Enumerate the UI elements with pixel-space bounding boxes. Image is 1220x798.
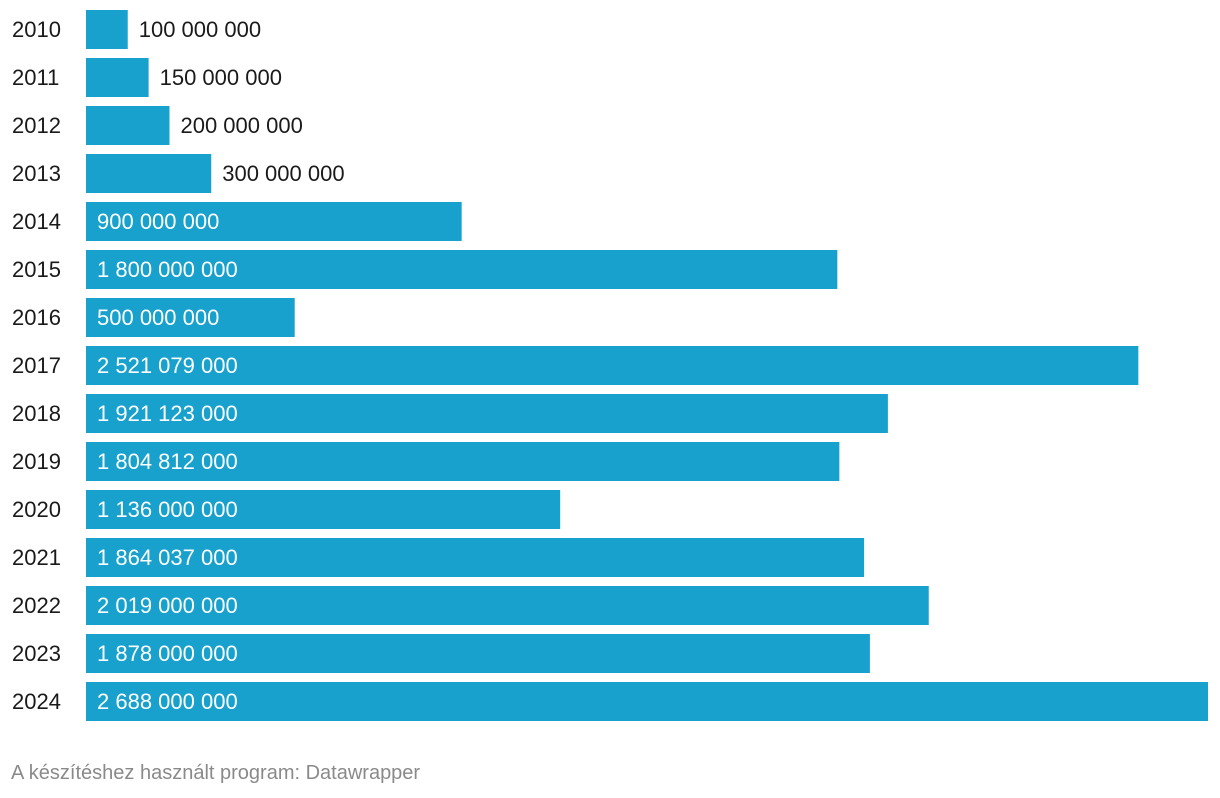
category-label: 2016 — [12, 305, 61, 330]
bar-row: 2013 300 000 000 — [12, 154, 345, 193]
bar-row: 2023 1 878 000 000 — [12, 634, 870, 673]
bar-row: 2012 200 000 000 — [12, 106, 303, 145]
bar — [86, 346, 1138, 385]
bar-row: 2018 1 921 123 000 — [12, 394, 888, 433]
category-label: 2015 — [12, 257, 61, 282]
bar-row: 2016 500 000 000 — [12, 298, 295, 337]
value-label: 2 521 079 000 — [97, 353, 238, 378]
bar-row: 2017 2 521 079 000 — [12, 346, 1138, 385]
bar-row: 2021 1 864 037 000 — [12, 538, 864, 577]
value-label: 1 804 812 000 — [97, 449, 238, 474]
bar — [86, 682, 1208, 721]
bar — [86, 58, 149, 97]
value-label: 1 864 037 000 — [97, 545, 238, 570]
category-label: 2012 — [12, 113, 61, 138]
value-label: 1 800 000 000 — [97, 257, 238, 282]
value-label: 500 000 000 — [97, 305, 219, 330]
value-label: 1 136 000 000 — [97, 497, 238, 522]
category-label: 2019 — [12, 449, 61, 474]
category-label: 2023 — [12, 641, 61, 666]
category-label: 2017 — [12, 353, 61, 378]
category-label: 2018 — [12, 401, 61, 426]
category-label: 2014 — [12, 209, 61, 234]
bar-row: 2010 100 000 000 — [12, 10, 261, 49]
category-label: 2020 — [12, 497, 61, 522]
value-label: 2 688 000 000 — [97, 689, 238, 714]
bar — [86, 154, 211, 193]
value-label: 150 000 000 — [160, 65, 282, 90]
bar — [86, 106, 169, 145]
value-label: 300 000 000 — [222, 161, 344, 186]
bar-row: 2020 1 136 000 000 — [12, 490, 560, 529]
category-label: 2011 — [12, 65, 59, 90]
category-label: 2010 — [12, 17, 61, 42]
value-label: 2 019 000 000 — [97, 593, 238, 618]
bar-row: 2011 150 000 000 — [12, 58, 282, 97]
value-label: 900 000 000 — [97, 209, 219, 234]
category-label: 2021 — [12, 545, 61, 570]
category-label: 2013 — [12, 161, 61, 186]
footer-credit: A készítéshez használt program: Datawrap… — [11, 762, 420, 785]
category-label: 2022 — [12, 593, 61, 618]
value-label: 100 000 000 — [139, 17, 261, 42]
value-label: 1 878 000 000 — [97, 641, 238, 666]
bar-chart: 2010 100 000 000 2011 150 000 000 2012 200 00… — [0, 0, 1220, 740]
value-label: 200 000 000 — [180, 113, 302, 138]
bar-row: 2019 1 804 812 000 — [12, 442, 839, 481]
bar-row: 2015 1 800 000 000 — [12, 250, 837, 289]
bar-row: 2024 2 688 000 000 — [12, 682, 1208, 721]
bar — [86, 10, 128, 49]
bar-row: 2014 900 000 000 — [12, 202, 462, 241]
value-label: 1 921 123 000 — [97, 401, 238, 426]
category-label: 2024 — [12, 689, 61, 714]
bar-row: 2022 2 019 000 000 — [12, 586, 929, 625]
